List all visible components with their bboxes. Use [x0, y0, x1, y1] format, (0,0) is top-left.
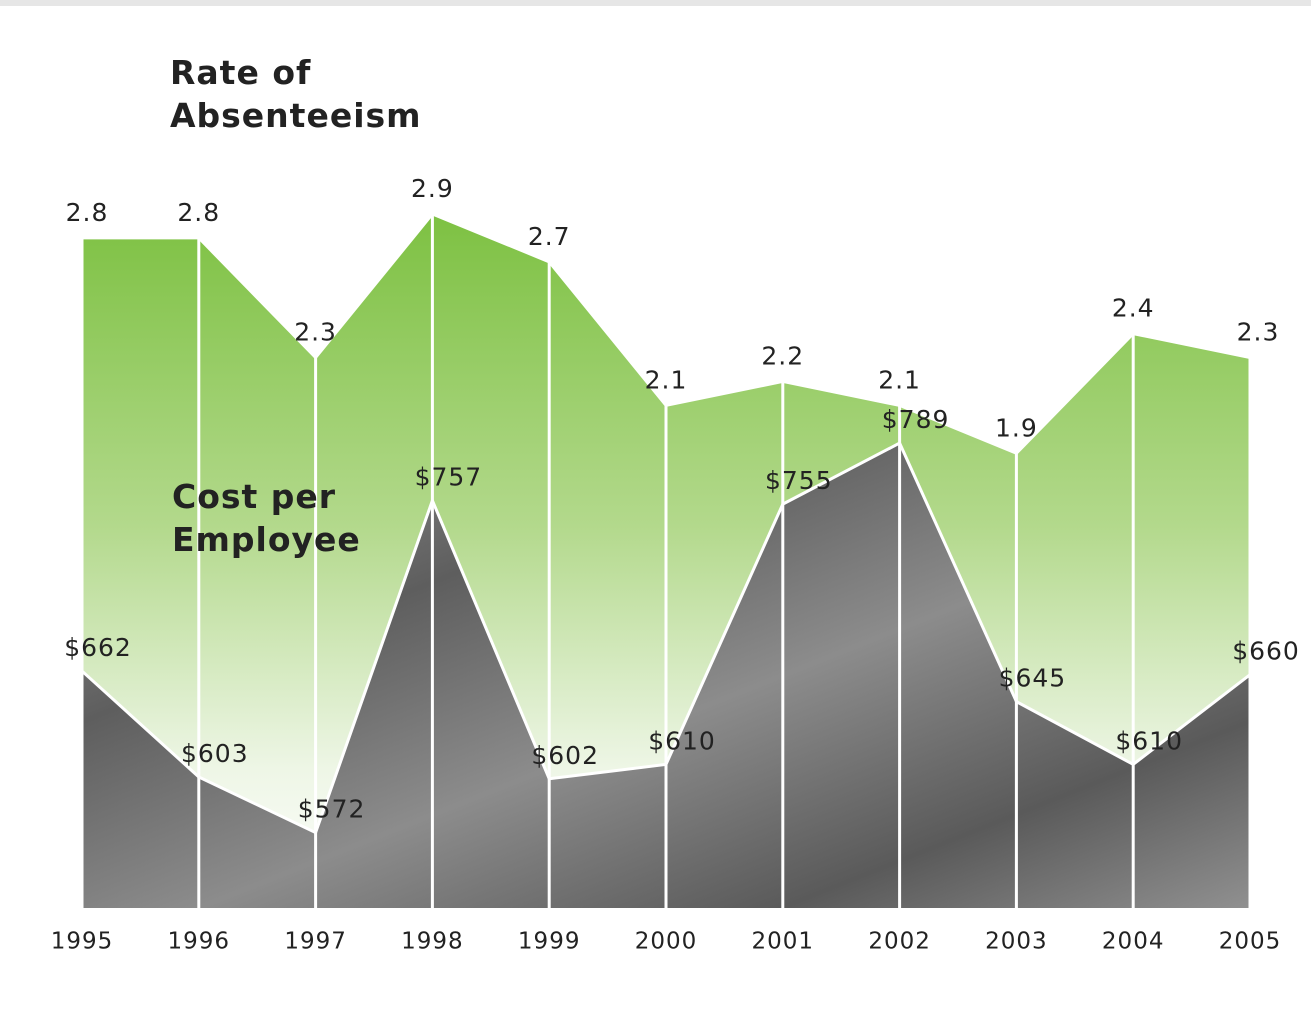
x-tick-label: 1995 — [51, 929, 114, 955]
series-label: Rate of Absenteeism — [170, 53, 422, 135]
x-tick-label: 2002 — [868, 929, 931, 955]
value-label: 2.3 — [1237, 318, 1280, 347]
value-label: $660 — [1232, 637, 1300, 666]
value-label: $610 — [648, 726, 716, 755]
value-label: $603 — [181, 739, 249, 768]
value-label: 2.2 — [761, 341, 804, 370]
x-tick-label: 2004 — [1102, 929, 1165, 955]
value-label: 2.3 — [294, 318, 337, 347]
value-label: $662 — [64, 633, 132, 662]
x-tick-label: 2003 — [985, 929, 1048, 955]
value-label: 2.8 — [66, 198, 109, 227]
area — [82, 443, 1250, 908]
x-tick-label: 1998 — [401, 929, 464, 955]
value-label: 2.1 — [878, 365, 921, 394]
top-border — [0, 0, 1311, 6]
value-label: 2.8 — [177, 198, 220, 227]
x-tick-label: 2005 — [1219, 929, 1282, 955]
value-label: 1.9 — [995, 413, 1038, 442]
value-label: $757 — [415, 463, 483, 492]
x-tick-label: 1999 — [518, 929, 581, 955]
area-edge — [82, 212, 1251, 456]
value-label: 2.7 — [528, 222, 571, 251]
value-label: 2.4 — [1112, 294, 1155, 323]
x-tick-label: 2000 — [635, 929, 698, 955]
x-tick-label: 1997 — [284, 929, 347, 955]
value-label: $789 — [882, 405, 950, 434]
value-label: $610 — [1115, 726, 1183, 755]
value-label: $602 — [531, 741, 599, 770]
value-label: $572 — [298, 795, 366, 824]
value-label: 2.9 — [411, 174, 454, 203]
x-tick-label: 1996 — [168, 929, 231, 955]
value-label: $755 — [765, 466, 833, 495]
x-tick-label: 2001 — [752, 929, 815, 955]
value-label: $645 — [999, 664, 1067, 693]
value-label: 2.1 — [645, 365, 688, 394]
area-edge — [80, 441, 1251, 835]
series-label: Cost per Employee — [172, 477, 361, 559]
